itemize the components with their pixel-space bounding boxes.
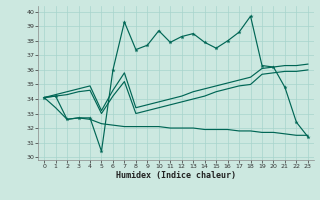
X-axis label: Humidex (Indice chaleur): Humidex (Indice chaleur) [116,171,236,180]
